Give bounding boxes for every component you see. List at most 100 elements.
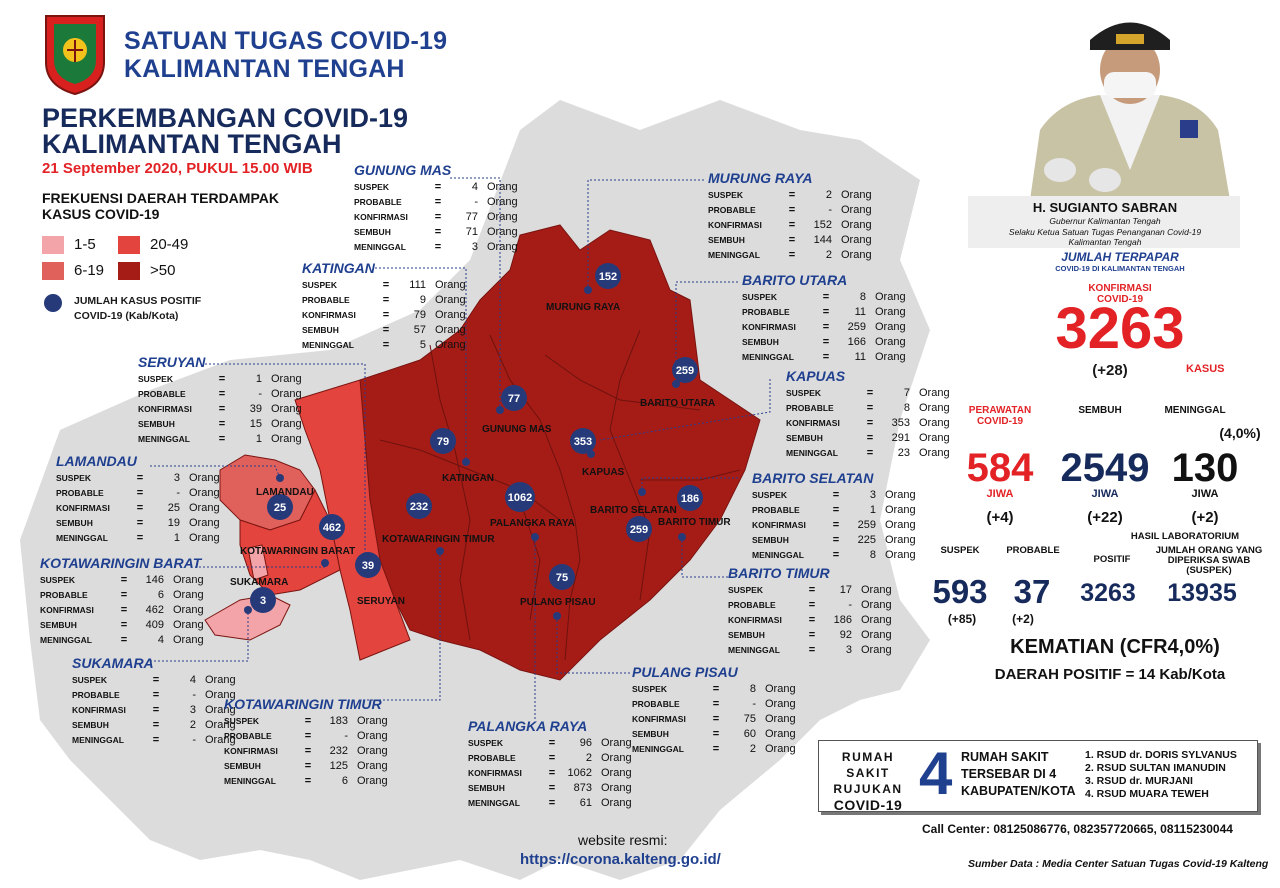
stat-label: PROBABLE <box>224 731 272 741</box>
stat-equals: = <box>304 760 312 772</box>
region-dark <box>359 224 761 681</box>
legend-swatch-1-5 <box>42 236 64 254</box>
stat-equals: = <box>434 241 442 253</box>
stat-unit: Orang <box>205 734 236 746</box>
region-stat-row: SUSPEK = 111 Orang <box>302 278 469 293</box>
region-panel-title: PULANG PISAU <box>632 664 738 680</box>
stat-unit: Orang <box>271 388 302 400</box>
hospital-left-line1: RUMAH SAKIT <box>841 750 895 780</box>
stat-label: KONFIRMASI <box>224 746 278 756</box>
stat-equals: = <box>382 339 390 351</box>
legend-swatch-20-49 <box>118 236 140 254</box>
stat-value: 186 <box>833 614 852 626</box>
governor-name-bar <box>968 196 1240 248</box>
stat-equals: = <box>218 418 226 430</box>
stat-label: MENINGGAL <box>40 635 92 645</box>
stat-equals: = <box>120 589 128 601</box>
stat-equals: = <box>866 387 874 399</box>
map-label-lamandau: LAMANDAU <box>256 487 314 498</box>
region-stat-row: KONFIRMASI = 186 Orang <box>728 613 895 628</box>
stat-unit: Orang <box>875 306 906 318</box>
hospital-mid-line1: RUMAH SAKIT <box>961 750 1049 764</box>
stat-label: SUSPEK <box>302 280 337 290</box>
stat-unit: Orang <box>875 321 906 333</box>
marker-pulang-pisau <box>549 564 575 590</box>
map-label-barito-utara: BARITO UTARA <box>640 398 716 409</box>
marker-label-kobar: 462 <box>323 522 341 534</box>
stat-equals: = <box>218 403 226 415</box>
stat-unit: Orang <box>357 730 388 742</box>
region-stats-table: SUSPEK = 4 Orang PROBABLE = - Orang KONFIRMASI = 3… <box>72 673 239 748</box>
region-panel-title: BARITO SELATAN <box>752 470 874 486</box>
website-link[interactable]: https://corona.kalteng.go.id/ <box>520 851 721 868</box>
stat-unit: Orang <box>173 634 204 646</box>
region-stat-row: SUSPEK = 1 Orang <box>138 372 305 387</box>
stat-value: 3 <box>869 489 876 501</box>
stat-value: 125 <box>329 760 348 772</box>
region-stat-row: MENINGGAL = 6 Orang <box>224 774 391 789</box>
marker-barito-timur <box>677 485 703 511</box>
stat-unit: Orang <box>601 737 632 749</box>
region-stat-row: MENINGGAL = 2 Orang <box>708 248 875 263</box>
stat-value: 8 <box>903 402 910 414</box>
region-panel-title: BARITO TIMUR <box>728 565 830 581</box>
stat-label: MENINGGAL <box>708 250 760 260</box>
stat-equals: = <box>866 432 874 444</box>
region-panel-barito-timur: BARITO TIMUR SUSPEK = 17 Orang PROBABLE = - Oran… <box>728 565 895 658</box>
region-panel-murung-raya: MURUNG RAYA SUSPEK = 2 Orang PROBABLE = - Orang K… <box>708 170 875 263</box>
stat-unit: Orang <box>357 745 388 757</box>
stat-value: 11 <box>854 306 866 318</box>
stat-unit: Orang <box>919 387 950 399</box>
region-stat-row: PROBABLE = - Orang <box>224 729 391 744</box>
stat-unit: Orang <box>875 336 906 348</box>
stat-label: SEMBUH <box>728 630 765 640</box>
governor-title: Gubernur Kalimantan Tengah Selaku Ketua … <box>970 216 1240 248</box>
stat-unit: Orang <box>841 249 872 261</box>
stat-value: 409 <box>145 619 164 631</box>
region-stat-row: SEMBUH = 873 Orang <box>468 781 635 796</box>
region-panel-title: SUKAMARA <box>72 655 154 671</box>
stat-label: MENINGGAL <box>302 340 354 350</box>
probable-change: (+2) <box>1012 612 1034 626</box>
region-stat-row: KONFIRMASI = 259 Orang <box>752 518 919 533</box>
stat-equals: = <box>548 752 556 764</box>
marker-murung-raya <box>595 263 621 289</box>
marker-label-palangka-raya: 1062 <box>508 492 532 504</box>
stat-equals: = <box>434 226 442 238</box>
stat-label: SUSPEK <box>56 473 91 483</box>
region-panel-katingan: KATINGAN SUSPEK = 111 Orang PROBABLE = 9 Orang KO… <box>302 260 469 353</box>
stat-unit: Orang <box>487 181 518 193</box>
marker-label-barito-timur: 186 <box>681 493 699 505</box>
region-stat-row: SUSPEK = 183 Orang <box>224 714 391 729</box>
region-stat-row: KONFIRMASI = 25 Orang <box>56 501 223 516</box>
stat-equals: = <box>218 433 226 445</box>
sembuh-value: 2549 <box>1060 446 1150 490</box>
region-panel-title: KOTAWARINGIN BARAT <box>40 555 202 571</box>
region-stats-table: SUSPEK = 17 Orang PROBABLE = - Orang KONFIRMASI =… <box>728 583 895 658</box>
stat-value: 96 <box>579 737 592 749</box>
marker-label-katingan: 79 <box>437 436 449 448</box>
sembuh-unit: JIWA <box>1091 488 1119 500</box>
marker-label-barito-utara: 259 <box>676 365 694 377</box>
stat-label: SEMBUH <box>138 419 175 429</box>
region-stat-row: MENINGGAL = 5 Orang <box>302 338 469 353</box>
marker-label-kotim: 232 <box>410 501 428 513</box>
hospital-box-mid: RUMAH SAKIT TERSEBAR DI 4 KABUPATEN/KOTA <box>961 749 1076 800</box>
legend-label-50plus: >50 <box>150 262 176 279</box>
region-panel-barito-selatan: BARITO SELATAN SUSPEK = 3 Orang PROBABLE = 1 Ora… <box>752 470 919 563</box>
region-stat-row: MENINGGAL = 1 Orang <box>56 531 223 546</box>
stat-unit: Orang <box>841 219 872 231</box>
region-stat-row: KONFIRMASI = 75 Orang <box>632 712 799 727</box>
konfirmasi-label: KONFIRMASI COVID-19 <box>1040 283 1200 305</box>
stat-label: KONFIRMASI <box>468 768 522 778</box>
meninggal-label: MENINGGAL <box>1164 405 1226 416</box>
stat-value: 39 <box>249 403 262 415</box>
stat-unit: Orang <box>205 719 236 731</box>
hospital-list-item: 1. RSUD dr. DORIS SYLVANUS <box>1085 749 1237 761</box>
region-stat-row: SUSPEK = 8 Orang <box>742 290 909 305</box>
region-stats-table: SUSPEK = 146 Orang PROBABLE = 6 Orang KONFIRMASI… <box>40 573 207 648</box>
probable-value: 37 <box>1013 573 1051 610</box>
map-label-katingan: KATINGAN <box>442 473 495 484</box>
stat-value: 259 <box>857 519 876 531</box>
